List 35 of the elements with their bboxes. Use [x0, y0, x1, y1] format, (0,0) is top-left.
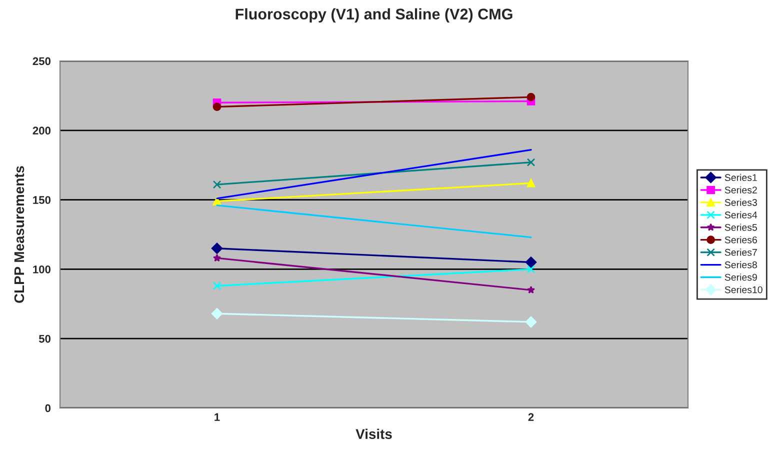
legend-label: Series4: [724, 211, 758, 218]
point: [211, 308, 223, 320]
x-tick-label: 1: [214, 413, 220, 421]
legend-label: Series10: [724, 286, 762, 294]
legend-label: Series9: [724, 274, 757, 281]
y-tick-label: 250: [32, 57, 51, 66]
y-tick-label: 200: [32, 126, 51, 135]
y-axis-title: CLPP Measurements: [14, 166, 24, 303]
point: [526, 265, 536, 274]
y-tick-label: 0: [45, 404, 51, 412]
legend-label: Series2: [724, 186, 757, 194]
legend-label: Series5: [724, 224, 757, 231]
legend-label: Series3: [724, 198, 757, 206]
point: [211, 242, 223, 254]
y-tick-label: 100: [33, 265, 51, 274]
point: [525, 256, 537, 268]
point: [527, 286, 535, 294]
x-axis-title: Visits: [356, 428, 392, 439]
legend-label: Series7: [724, 248, 757, 256]
point: [212, 180, 222, 189]
y-tick-label: 50: [38, 334, 51, 343]
point: [213, 254, 221, 262]
point: [526, 158, 536, 166]
y-tick-label: 150: [33, 196, 51, 204]
legend-label: Series6: [724, 236, 757, 244]
x-tick-label: 2: [528, 413, 534, 421]
legend-label: Series8: [724, 261, 757, 268]
point: [525, 316, 537, 328]
point: [212, 102, 222, 111]
chart-title: Fluoroscopy (V1) and Saline (V2) CMG: [236, 8, 512, 23]
point: [212, 282, 222, 290]
point: [526, 92, 536, 102]
point: [212, 197, 222, 206]
point: [526, 178, 536, 188]
legend-label: Series1: [724, 174, 757, 182]
